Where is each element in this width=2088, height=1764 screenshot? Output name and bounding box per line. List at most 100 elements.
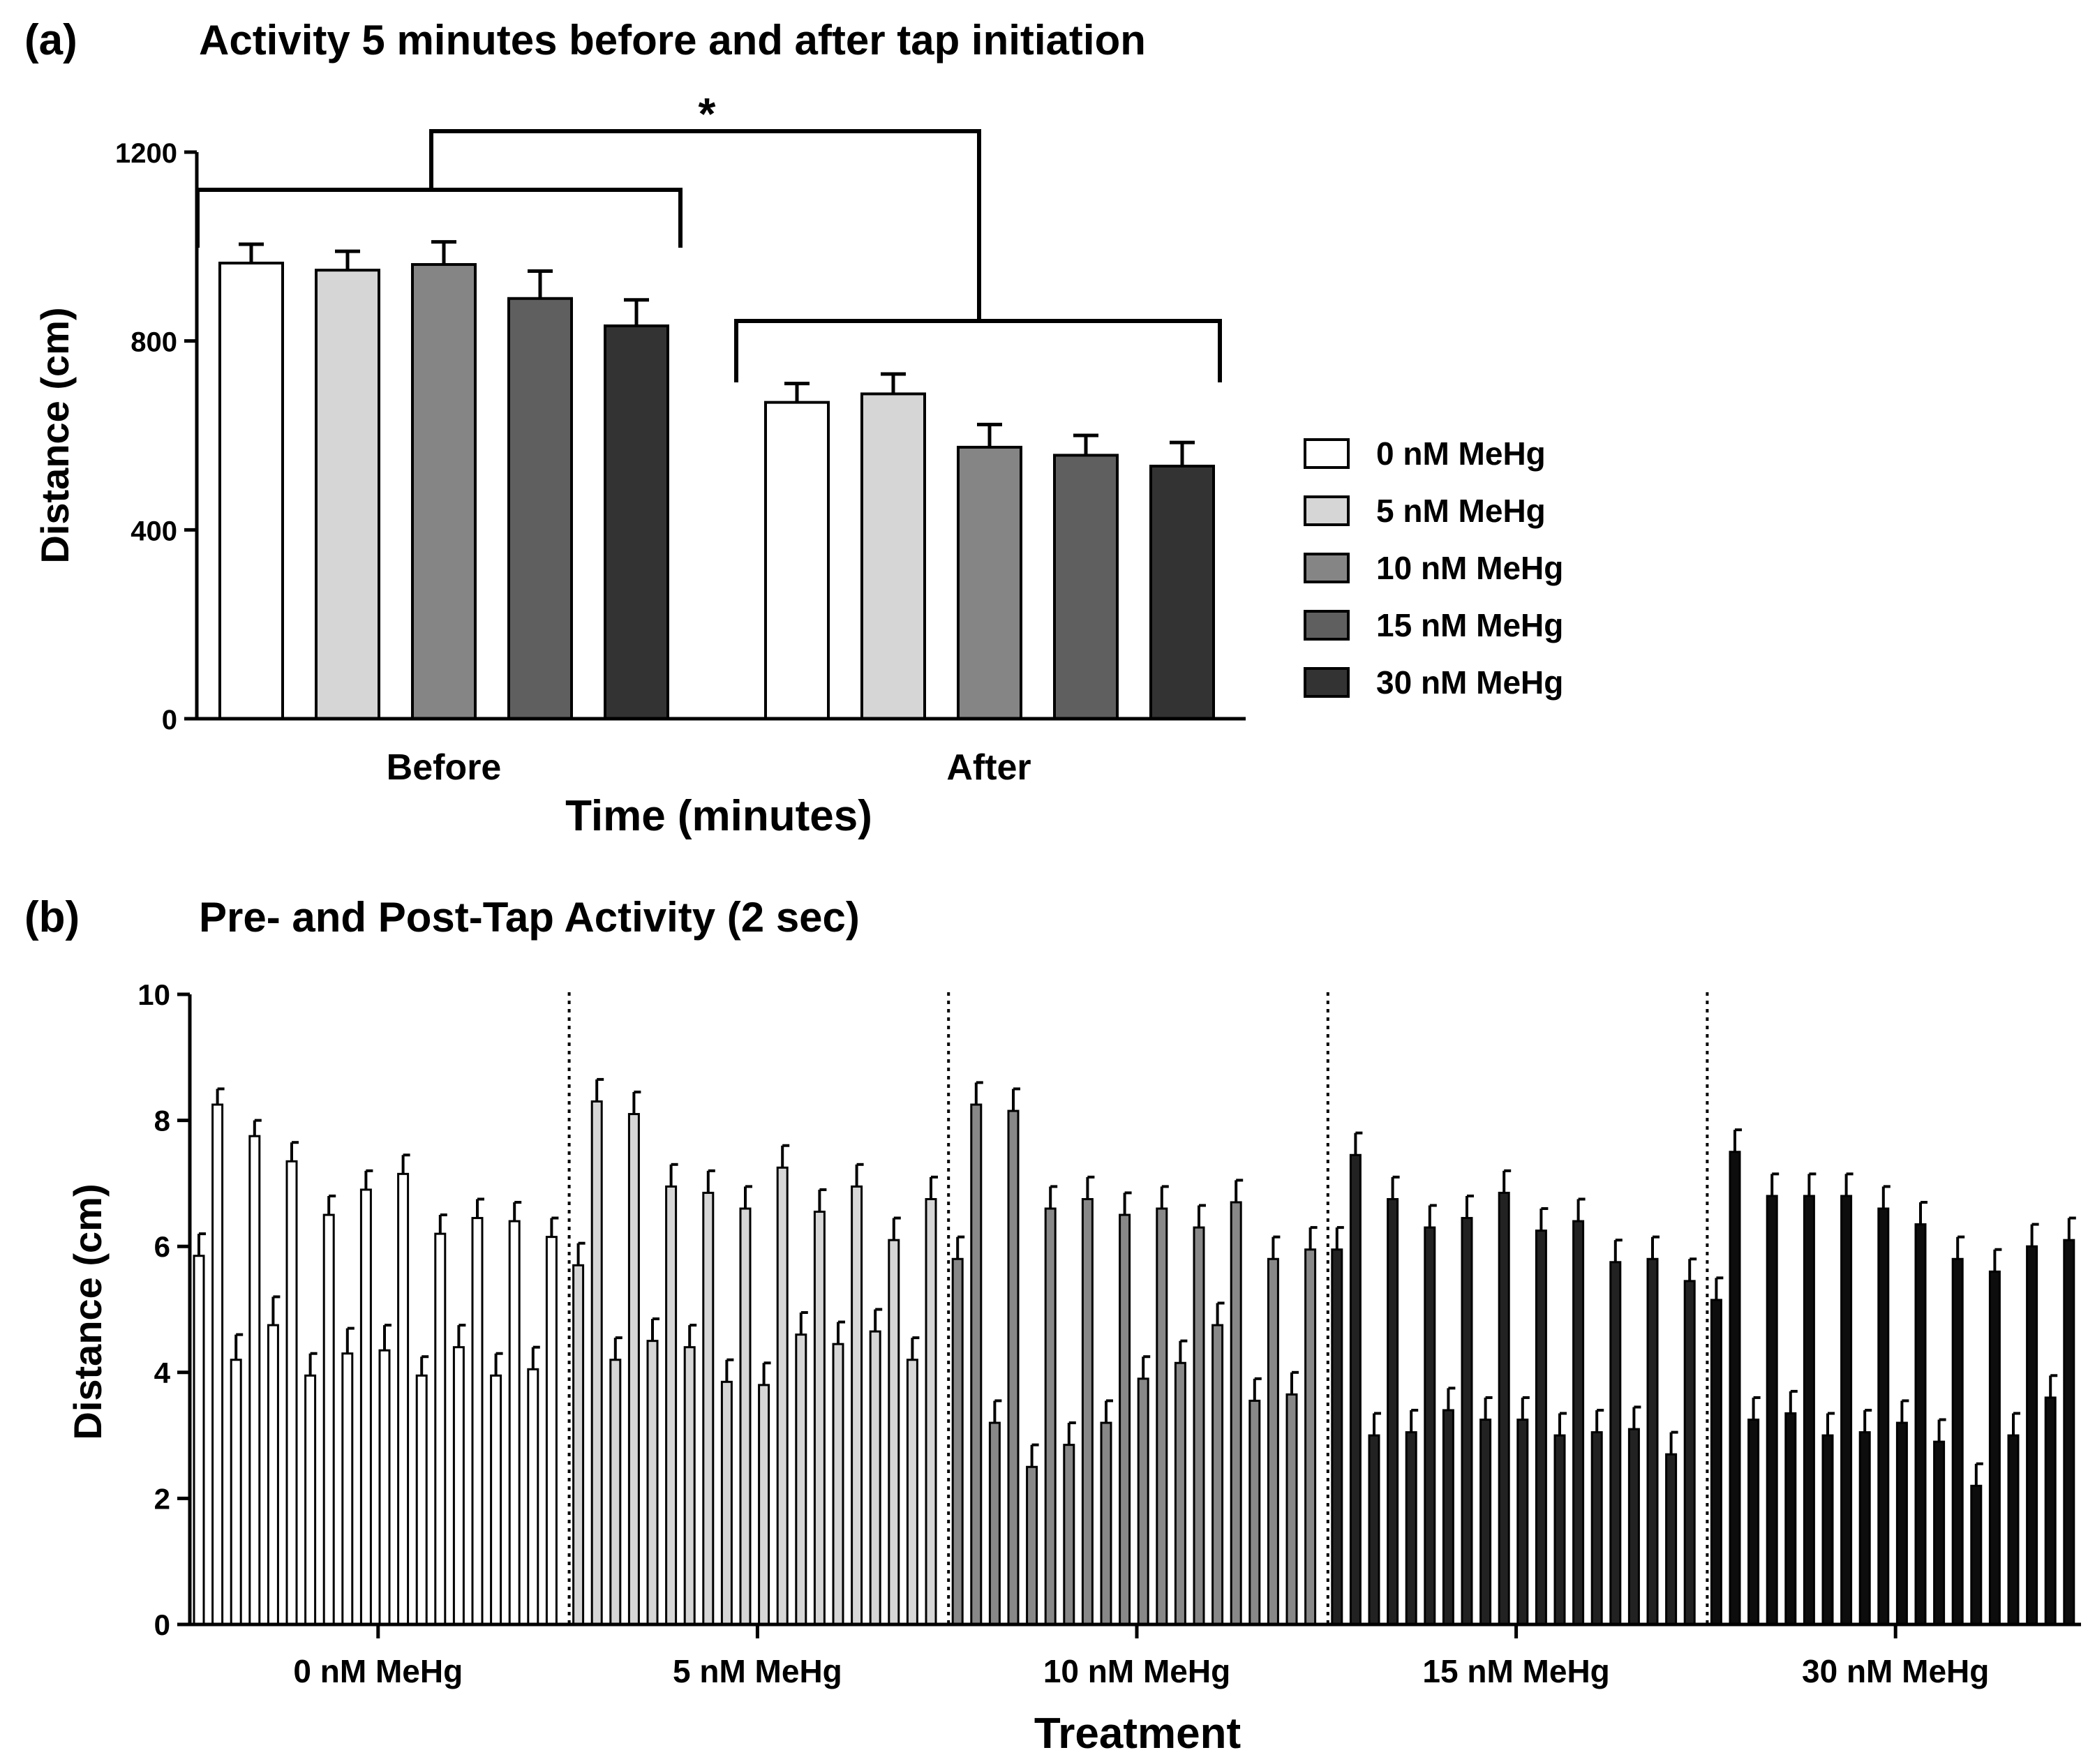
panel-b-bar-15-nm-mehg [1442, 1409, 1454, 1626]
panel-a-y-axis-ticks: 0 400 800 1200 [115, 138, 197, 735]
panel-b-bar-30-nm-mehg [1877, 1207, 1890, 1626]
panel-b-bar-15-nm-mehg [1424, 1226, 1436, 1626]
panel-b-bar-0-nm-mehg [304, 1374, 317, 1626]
panel-a-bar-after-10-nm-mehg [957, 445, 1022, 721]
panel-a-ytick-label: 800 [130, 327, 177, 358]
legend-label-15nm: 15 nM MeHg [1376, 607, 1563, 643]
panel-b-ytick-label: 4 [154, 1356, 171, 1389]
panel-b-bar-10-nm-mehg [1026, 1465, 1038, 1626]
panel-b-bar-5-nm-mehg [665, 1185, 678, 1626]
panel-b-bar-30-nm-mehg [1710, 1299, 1722, 1626]
panel-b-bar-30-nm-mehg [1729, 1151, 1741, 1626]
panel-b-bar-0-nm-mehg [490, 1374, 502, 1626]
panel-a-bar-before-0-nm-mehg [218, 262, 284, 720]
bracket-connector [429, 129, 981, 321]
panel-a-legend: 0 nM MeHg 5 nM MeHg 10 nM MeHg 15 nM MeH… [1304, 435, 1563, 701]
panel-b-y-axis-ticks: 0 2 4 6 8 10 [137, 978, 190, 1641]
panel-b-bar-0-nm-mehg [193, 1255, 205, 1626]
panel-b-bar-0-nm-mehg [452, 1346, 465, 1626]
panel-b-bar-0-nm-mehg [230, 1359, 242, 1626]
panel-b-bar-30-nm-mehg [1803, 1195, 1815, 1626]
panel-b-bar-5-nm-mehg [572, 1264, 585, 1626]
panel-b-bar-10-nm-mehg [1063, 1444, 1075, 1626]
panel-b-bar-30-nm-mehg [2063, 1239, 2075, 1626]
panel-a-ytick-label: 400 [130, 516, 177, 546]
legend-label-0nm: 0 nM MeHg [1376, 435, 1546, 472]
legend-label-30nm: 30 nM MeHg [1376, 664, 1563, 701]
panel-b-bar-5-nm-mehg [720, 1380, 733, 1626]
panel-b-ytick-label: 8 [154, 1105, 170, 1137]
panel-b: (b) Pre- and Post-Tap Activity (2 sec) 0… [24, 893, 2081, 1758]
panel-b-bar-10-nm-mehg [1211, 1324, 1224, 1626]
panel-b-bar-30-nm-mehg [1858, 1431, 1871, 1626]
panel-b-bar-10-nm-mehg [1044, 1207, 1057, 1626]
panel-b-bar-0-nm-mehg [434, 1232, 447, 1626]
panel-b-bar-10-nm-mehg [1193, 1226, 1205, 1626]
panel-b-xtick-label-0-nm-mehg: 0 nM MeHg [293, 1653, 463, 1689]
panel-b-bar-10-nm-mehg [970, 1103, 983, 1626]
panel-b-bar-15-nm-mehg [1646, 1257, 1659, 1626]
panel-b-bar-30-nm-mehg [1747, 1419, 1760, 1626]
panel-b-bar-15-nm-mehg [1683, 1280, 1696, 1626]
panel-b-bar-30-nm-mehg [1988, 1270, 2001, 1626]
panel-b-ytick-label: 0 [154, 1608, 170, 1641]
panel-b-bar-0-nm-mehg [471, 1217, 484, 1626]
panel-b-bar-15-nm-mehg [1368, 1434, 1380, 1626]
legend-swatch-0nm [1304, 438, 1350, 469]
panel-b-bar-10-nm-mehg [1230, 1201, 1242, 1626]
panel-a-bar-after-0-nm-mehg [764, 401, 830, 721]
panel-b-bar-30-nm-mehg [1970, 1484, 1983, 1626]
panel-b-bar-15-nm-mehg [1387, 1197, 1399, 1626]
panel-b-y-axis-label: Distance (cm) [66, 1183, 110, 1440]
panel-a-significance-star: * [699, 89, 716, 139]
panel-b-bar-30-nm-mehg [1951, 1257, 1964, 1626]
panel-b-bar-5-nm-mehg [906, 1359, 918, 1626]
panel-b-label: (b) [24, 893, 80, 941]
panel-b-bar-0-nm-mehg [545, 1236, 558, 1626]
panel-b-x-axis-label: Treatment [1034, 1710, 1241, 1758]
panel-a-bar-before-15-nm-mehg [507, 297, 573, 720]
panel-b-bar-0-nm-mehg [248, 1135, 261, 1626]
panel-b-bar-5-nm-mehg [795, 1333, 807, 1626]
panel-b-bar-0-nm-mehg [378, 1349, 391, 1626]
panel-b-bar-15-nm-mehg [1665, 1453, 1678, 1626]
panel-b-bar-0-nm-mehg [527, 1368, 539, 1626]
panel-b-bar-0-nm-mehg [211, 1103, 224, 1626]
panel-b-xtick-label-30-nm-mehg: 30 nM MeHg [1802, 1653, 1989, 1689]
legend-swatch-30nm [1304, 667, 1350, 698]
panel-b-bar-5-nm-mehg [683, 1346, 696, 1626]
panel-b-bar-10-nm-mehg [1267, 1257, 1279, 1626]
panel-a-y-axis-label: Distance (cm) [33, 307, 77, 563]
panel-a-ytick-label: 1200 [115, 138, 177, 169]
panel-b-x-axis-ticks: 0 nM MeHg 5 nM MeHg 10 nM MeHg 15 nM MeHg 30… [293, 1624, 1989, 1689]
panel-b-ytick-label: 6 [154, 1230, 170, 1263]
panel-a-bar-after-5-nm-mehg [860, 392, 926, 720]
panel-b-bar-15-nm-mehg [1461, 1217, 1473, 1626]
panel-b-xtick-label-15-nm-mehg: 15 nM MeHg [1422, 1653, 1609, 1689]
panel-b-bar-10-nm-mehg [1119, 1213, 1131, 1626]
panel-b-bar-5-nm-mehg [646, 1340, 659, 1626]
panel-b-bar-30-nm-mehg [1784, 1412, 1797, 1626]
panel-b-bar-30-nm-mehg [2007, 1434, 2020, 1626]
panel-b-bar-10-nm-mehg [1156, 1207, 1168, 1626]
panel-b-bar-0-nm-mehg [415, 1374, 428, 1626]
panel-b-xtick-label-5-nm-mehg: 5 nM MeHg [673, 1653, 842, 1689]
panel-b-bar-0-nm-mehg [341, 1352, 354, 1626]
panel-b-bar-10-nm-mehg [1285, 1393, 1298, 1626]
panel-b-bar-10-nm-mehg [1304, 1248, 1317, 1626]
panel-b-bar-10-nm-mehg [1174, 1361, 1186, 1626]
legend-label-5nm: 5 nM MeHg [1376, 493, 1546, 529]
panel-b-bar-0-nm-mehg [397, 1172, 410, 1626]
panel-b-ytick-label: 10 [137, 978, 170, 1011]
panel-b-bar-30-nm-mehg [1766, 1195, 1778, 1626]
bracket-after-group [734, 319, 1222, 382]
legend-swatch-5nm [1304, 495, 1350, 526]
panel-b-bar-15-nm-mehg [1627, 1428, 1640, 1626]
panel-b-bar-15-nm-mehg [1535, 1229, 1547, 1626]
panel-b-bar-30-nm-mehg [1895, 1421, 1908, 1626]
panel-b-ytick-label: 2 [154, 1482, 170, 1515]
panel-a-ytick-label: 0 [162, 705, 177, 735]
panel-b-bar-30-nm-mehg [2044, 1396, 2057, 1626]
panel-a-category-before: Before [387, 747, 502, 788]
panel-b-bar-15-nm-mehg [1331, 1248, 1343, 1626]
